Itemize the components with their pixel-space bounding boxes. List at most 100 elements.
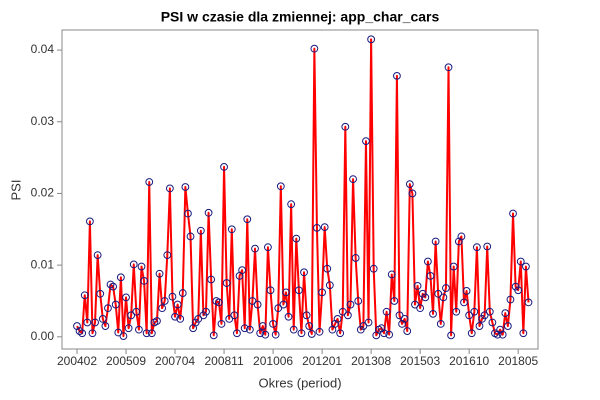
marker <box>93 251 102 259</box>
x-tick-label: 200704 <box>155 354 195 368</box>
marker <box>338 307 347 316</box>
marker <box>122 293 130 302</box>
marker <box>86 217 94 226</box>
marker <box>421 293 430 302</box>
marker <box>163 251 172 259</box>
marker <box>354 297 363 305</box>
marker <box>302 311 311 320</box>
marker <box>498 330 507 339</box>
marker <box>178 289 187 297</box>
marker <box>341 122 350 131</box>
marker <box>310 44 319 53</box>
marker <box>364 318 373 327</box>
x-tick-label: 200509 <box>106 354 146 368</box>
marker <box>258 322 267 330</box>
y-tick-label: 0.04 <box>31 42 55 56</box>
marker <box>209 331 218 340</box>
marker <box>111 300 120 309</box>
marker <box>75 327 84 335</box>
marker <box>436 320 445 328</box>
marker <box>147 329 156 338</box>
marker <box>307 330 316 338</box>
marker <box>429 309 437 318</box>
marker <box>153 317 161 325</box>
marker <box>207 275 216 284</box>
marker <box>403 327 412 335</box>
marker <box>287 200 296 209</box>
x-tick-label: 201805 <box>498 354 538 368</box>
marker <box>80 291 89 300</box>
marker <box>135 325 143 334</box>
marker <box>318 288 327 297</box>
marker <box>202 307 210 316</box>
marker <box>251 244 259 253</box>
x-tick-label: 201610 <box>449 354 489 368</box>
marker <box>405 180 414 189</box>
chart-title: PSI w czasie dla zmiennej: app_char_cars <box>161 9 440 25</box>
marker <box>320 223 329 232</box>
marker <box>176 314 185 323</box>
marker <box>116 273 125 282</box>
marker <box>457 232 466 241</box>
marker <box>101 322 110 330</box>
marker <box>444 63 453 72</box>
marker <box>344 311 352 320</box>
marker <box>88 329 97 338</box>
y-axis-title: PSI <box>8 180 23 201</box>
marker <box>465 311 474 320</box>
marker <box>96 289 105 298</box>
marker <box>233 329 241 338</box>
marker <box>91 318 99 327</box>
marker <box>488 318 497 327</box>
marker <box>380 329 388 338</box>
marker <box>439 293 448 302</box>
marker <box>362 137 370 146</box>
marker <box>196 226 205 235</box>
marker <box>315 327 324 336</box>
marker <box>142 329 151 338</box>
marker <box>261 330 270 339</box>
marker <box>225 314 234 323</box>
marker <box>349 175 357 184</box>
marker <box>165 184 174 193</box>
marker <box>416 304 425 313</box>
y-tick-label: 0.02 <box>31 186 55 200</box>
marker <box>215 298 223 307</box>
marker <box>109 282 118 291</box>
marker <box>238 266 247 275</box>
y-tick-label: 0.00 <box>31 329 55 343</box>
marker <box>181 183 190 191</box>
marker <box>194 314 203 323</box>
marker <box>245 325 254 334</box>
marker <box>447 331 456 340</box>
marker <box>274 304 283 313</box>
x-tick-label: 201201 <box>302 354 342 368</box>
marker <box>282 288 290 297</box>
marker <box>83 318 92 327</box>
marker <box>269 320 277 328</box>
marker <box>400 314 409 323</box>
marker <box>382 307 391 316</box>
x-tick-label: 200811 <box>204 354 243 368</box>
marker <box>253 300 262 309</box>
marker <box>387 270 396 279</box>
marker <box>124 324 133 333</box>
marker <box>243 215 252 224</box>
marker <box>305 322 314 330</box>
plot-frame <box>61 29 539 350</box>
marker <box>168 292 177 301</box>
marker <box>423 257 432 266</box>
marker <box>359 322 368 330</box>
marker <box>289 325 298 334</box>
marker <box>106 280 115 289</box>
y-tick-label: 0.03 <box>31 114 55 128</box>
marker <box>140 276 148 285</box>
marker <box>160 297 169 305</box>
marker <box>519 329 528 338</box>
marker <box>431 237 440 246</box>
marker <box>470 307 479 316</box>
marker <box>279 300 288 309</box>
marker <box>522 262 530 271</box>
marker <box>114 328 123 337</box>
